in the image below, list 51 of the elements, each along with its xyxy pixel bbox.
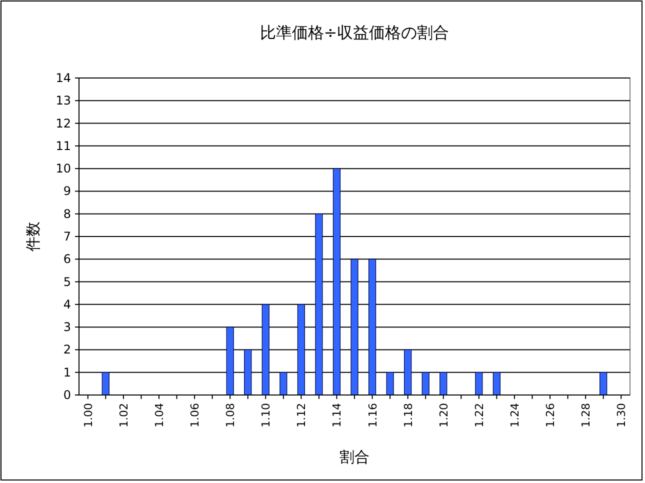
x-tick-label: 1.28 <box>580 403 593 428</box>
x-tick-label: 1.30 <box>615 403 628 428</box>
x-tick-label: 1.14 <box>330 403 344 428</box>
x-tick-label: 1.06 <box>188 403 202 428</box>
bar <box>350 258 358 396</box>
x-tick-label: 1.08 <box>224 403 238 428</box>
bar <box>475 372 483 396</box>
x-tick-label: 1.00 <box>82 403 95 428</box>
y-tick-label: 9 <box>63 184 71 198</box>
bar <box>404 349 412 396</box>
bar <box>332 168 341 396</box>
x-tick-label: 1.24 <box>508 403 522 428</box>
y-tick-label: 13 <box>56 94 71 108</box>
x-tick-label: 1.26 <box>544 403 558 428</box>
x-tick-label: 1.16 <box>366 403 380 428</box>
bar <box>280 372 288 396</box>
x-tick-label: 1.02 <box>117 403 130 428</box>
y-tick-label: 4 <box>63 297 71 312</box>
x-tick-label: 1.22 <box>472 403 486 428</box>
x-tick-label: 1.18 <box>402 403 415 428</box>
bar <box>600 372 608 396</box>
bar <box>386 372 394 396</box>
y-tick-label: 6 <box>63 252 71 266</box>
bar <box>368 258 376 396</box>
y-tick-label: 8 <box>63 206 71 221</box>
x-tick-label: 1.20 <box>437 403 450 428</box>
y-tick-label: 1 <box>63 365 71 380</box>
y-tick-label: 12 <box>56 116 71 130</box>
x-tick-label: 1.12 <box>295 403 308 428</box>
y-tick-label: 0 <box>63 388 71 402</box>
bar <box>226 326 234 396</box>
bar <box>262 304 270 396</box>
x-tick-label: 1.04 <box>152 403 166 428</box>
y-tick-label: 2 <box>63 342 71 357</box>
x-axis-title: 割合 <box>340 448 370 466</box>
bar <box>244 349 252 396</box>
bar <box>440 372 448 396</box>
bar <box>297 304 305 396</box>
bar <box>102 372 110 396</box>
y-tick-label: 7 <box>63 230 71 244</box>
y-tick-label: 14 <box>56 71 71 85</box>
y-tick-label: 11 <box>56 138 71 153</box>
bar <box>315 214 323 396</box>
bar <box>422 372 430 396</box>
y-axis-title: 件数 <box>24 222 42 252</box>
x-tick-label: 1.10 <box>260 403 273 428</box>
bar <box>492 372 500 396</box>
y-tick-label: 10 <box>56 162 71 176</box>
y-tick-label: 5 <box>63 274 71 289</box>
chart-title: 比準価格÷収益価格の割合 <box>260 23 450 42</box>
y-tick-label: 3 <box>63 320 71 334</box>
